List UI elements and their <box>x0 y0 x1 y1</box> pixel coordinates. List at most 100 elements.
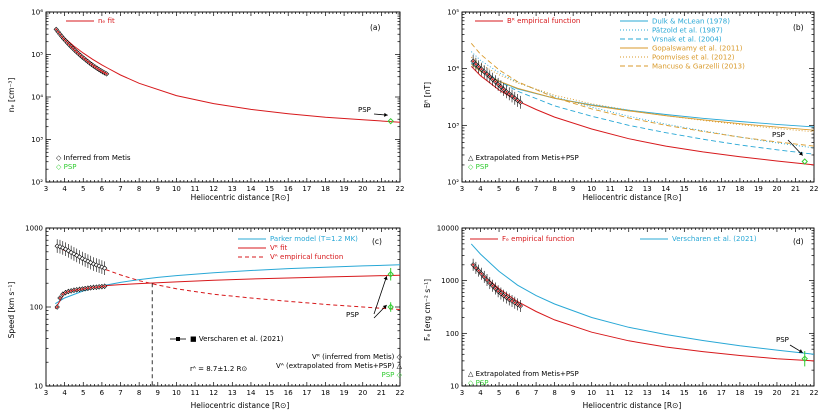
panel-c-va-metis-point <box>99 264 105 270</box>
panel-d-xtick-label: 18 <box>735 389 744 397</box>
panel-a-xtick-label: 22 <box>396 185 405 193</box>
panel-c-vr-fit-dot <box>70 289 73 292</box>
panel-a-metis-fit-dot <box>88 62 91 65</box>
panel-b-legend-empirical: Bᴿ empirical function <box>507 17 580 25</box>
panel-d-label: (d) <box>793 237 804 246</box>
panel-b-model-curve-3 <box>470 60 815 155</box>
panel-a-legend-metis: ◇ Inferred from Metis <box>56 154 131 162</box>
panel-c-vr-fit-dot <box>98 285 101 288</box>
panel-b-model-curve-1 <box>471 62 815 128</box>
panel-c-xtick-label: 17 <box>302 389 311 397</box>
panel-b-metis-fit-dot <box>513 97 516 100</box>
panel-a-xtick-label: 4 <box>62 185 67 193</box>
panel-b-metis-fit-dot <box>483 70 486 73</box>
panel-a-label: (a) <box>370 23 381 32</box>
panel-c-parker-curve <box>55 264 401 305</box>
panel-c-ylabel: Speed [km s⁻¹] <box>7 282 16 339</box>
panel-c-ralfven: rᴬ = 8.7±1.2 R⊙ <box>190 365 247 373</box>
panel-b-model-legend-label: Pätzold et al. (1987) <box>652 27 723 35</box>
panel-d-ylabel: Fₑ [erg cm⁻² s⁻¹] <box>423 279 432 341</box>
panel-d-xtick-label: 12 <box>624 389 633 397</box>
panel-c-xtick-label: 21 <box>377 389 386 397</box>
panel-a-xtick-label: 18 <box>321 185 330 193</box>
panel-d-xtick-label: 14 <box>661 389 670 397</box>
panel-c-legend-verscharen: ■ Verscharen et al. (2021) <box>190 335 284 343</box>
panel-c-psp-va-point <box>387 303 394 311</box>
panel-b-xtick-label: 7 <box>534 185 538 193</box>
panel-c-xtick-label: 19 <box>340 389 349 397</box>
panel-d-ytick-label: 10000 <box>437 225 459 233</box>
panel-b-model-legend-label: Gopalswamy et al. (2011) <box>652 45 743 53</box>
panel-d-ytick-label: 100 <box>446 330 459 338</box>
panel-a-psp-arrow-head <box>384 112 388 117</box>
panel-c-xtick-label: 16 <box>284 389 293 397</box>
panel-b-model-curve-5 <box>471 56 815 133</box>
panel-b-xtick-label: 21 <box>791 185 800 193</box>
panel-a-xlabel: Heliocentric distance [R⊙] <box>191 193 290 202</box>
panel-c-ytick-label: 10 <box>34 383 43 391</box>
panel-c-xtick-label: 10 <box>172 389 181 397</box>
panel-a-ytick-label: 10⁴ <box>31 94 43 102</box>
panel-d-legend-psp: ◇ PSP <box>468 379 489 387</box>
panel-b-metis-fit-dot <box>499 85 502 88</box>
panel-a-xtick-label: 10 <box>172 185 181 193</box>
panel-b-metis-fit-dot <box>472 60 475 63</box>
panel-c-vr-fit-dot <box>78 288 81 291</box>
panel-c-psp-arrow-vr-head <box>383 276 388 281</box>
panel-b: 3 4 5 6 7 8 9 10 11 12 13 14 15 16 17 18 19 20 21 22 10² 10³ 1… <box>423 9 818 203</box>
panel-d-metis-fit-dot <box>494 287 497 290</box>
panel-a-metis-fit-dot <box>99 69 102 72</box>
panel-d-xtick-label: 11 <box>606 389 615 397</box>
panel-c-legend-va-extrap: Vᴬ (extrapolated from Metis+PSP) △ <box>276 362 403 370</box>
panel-b-xtick-label: 4 <box>478 185 483 193</box>
panel-b-legend-extrap: △ Extrapolated from Metis+PSP <box>468 154 579 162</box>
panel-c-legend-vr-metis: Vᴿ (inferred from Metis) ◇ <box>312 353 403 361</box>
panel-b-metis-fit-dot <box>505 90 508 93</box>
panel-d-metis-fit-dot <box>513 301 516 304</box>
panel-c-vr-fit-dot <box>58 296 61 299</box>
panel-c-xtick-label: 11 <box>191 389 200 397</box>
panel-a-ytick-label: 10⁵ <box>31 51 43 59</box>
panel-a-xtick-label: 21 <box>377 185 386 193</box>
panel-a-xtick-label: 7 <box>118 185 122 193</box>
panel-b-metis-fit-dot <box>519 101 522 104</box>
panel-a-metis-fit-dot <box>77 52 80 55</box>
panel-d-xtick-label: 20 <box>772 389 781 397</box>
panel-a-metis-fit-dot <box>72 47 75 50</box>
panel-a-metis-fit-dot <box>105 72 108 75</box>
panel-c-vr-fit-dot <box>95 286 98 289</box>
panel-d-xtick-label: 19 <box>754 389 763 397</box>
panel-b-xtick-label: 16 <box>698 185 707 193</box>
panel-a-metis-fit-dot <box>90 63 93 66</box>
panel-c-vr-fit-dot <box>56 306 59 308</box>
panel-b-model-legend-label: Mancuso & Garzelli (2013) <box>652 63 745 71</box>
panel-d-metis-fit-dot <box>486 278 489 281</box>
panel-d-metis-fit-dot <box>488 282 491 285</box>
panel-d-metis-fit-dot <box>516 303 519 306</box>
panel-a-metis-fit-dot <box>57 30 60 33</box>
panel-d-legend-empirical: Fₑ empirical function <box>502 235 574 243</box>
panel-b-xtick-label: 9 <box>571 185 575 193</box>
panel-b-empirical-curve <box>470 65 815 166</box>
panel-b-xtick-label: 11 <box>606 185 615 193</box>
panel-c-xtick-label: 14 <box>246 389 255 397</box>
panel-a-psp-label: PSP <box>358 106 371 114</box>
panel-a-metis-fit-dot <box>94 66 97 69</box>
panel-b-ytick-label: 10³ <box>447 122 459 130</box>
panel-a-metis-fit-dot <box>85 59 88 62</box>
panel-b-metis-fit-dot <box>508 92 511 95</box>
panel-c-vr-fit-dot <box>64 291 67 294</box>
panel-d-metis-fit-dot <box>502 294 505 297</box>
panel-a-xtick-label: 6 <box>100 185 105 193</box>
panel-a-xtick-label: 20 <box>358 185 367 193</box>
panel-b-xtick-label: 3 <box>460 185 464 193</box>
panel-d-ytick-label: 1000 <box>441 277 459 285</box>
panel-d-metis-fit-dot <box>511 300 514 303</box>
panel-c-vr-fit-dot <box>84 287 87 290</box>
panel-d-metis-fit-dot <box>519 305 522 308</box>
panel-c-xtick-label: 22 <box>396 389 405 397</box>
panel-b-psp-arrow-head <box>798 151 803 156</box>
panel-a-metis-fit-dot <box>55 28 58 31</box>
panel-b-ytick-label: 10⁴ <box>447 65 459 73</box>
panel-a-legend-psp: ◇ PSP <box>56 163 77 171</box>
